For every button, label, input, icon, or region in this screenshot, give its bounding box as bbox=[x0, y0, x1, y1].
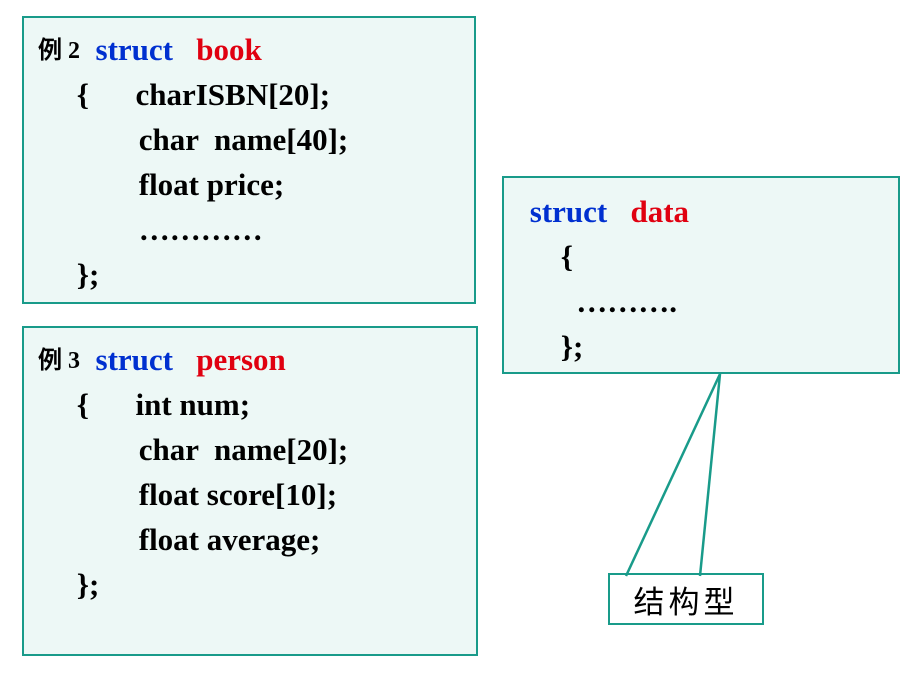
typename: person bbox=[196, 342, 286, 377]
code-line: float average; bbox=[38, 518, 462, 563]
code-box-data: struct data { ………. }; bbox=[502, 176, 900, 374]
code-line: { int num; bbox=[38, 383, 462, 428]
keyword-struct: struct bbox=[530, 194, 607, 229]
typename: book bbox=[196, 32, 261, 67]
keyword-struct: struct bbox=[96, 342, 173, 377]
code-line: char name[20]; bbox=[38, 428, 462, 473]
example-label: 例 2 bbox=[38, 38, 80, 64]
code-line: float score[10]; bbox=[38, 473, 462, 518]
callout-label: 结构型 bbox=[634, 577, 739, 622]
typename: data bbox=[630, 194, 689, 229]
code-line: 例 2 struct book bbox=[38, 28, 460, 73]
code-line: { bbox=[522, 235, 880, 280]
callout-arrow-line bbox=[626, 374, 720, 576]
callout-box: 结构型 bbox=[608, 573, 764, 625]
code-box-book: 例 2 struct book { charISBN[20]; char nam… bbox=[22, 16, 476, 304]
code-line: 例 3 struct person bbox=[38, 338, 462, 383]
code-box-person: 例 3 struct person { int num; char name[2… bbox=[22, 326, 478, 656]
code-line: }; bbox=[38, 253, 460, 298]
code-line: ………. bbox=[522, 280, 880, 325]
code-line: ………… bbox=[38, 208, 460, 253]
code-line: float price; bbox=[38, 163, 460, 208]
keyword-struct: struct bbox=[96, 32, 173, 67]
code-line: }; bbox=[522, 325, 880, 370]
code-line: struct data bbox=[522, 190, 880, 235]
code-line: }; bbox=[38, 563, 462, 608]
callout-arrow-line bbox=[700, 374, 720, 576]
code-line: { charISBN[20]; bbox=[38, 73, 460, 118]
code-line: char name[40]; bbox=[38, 118, 460, 163]
example-label: 例 3 bbox=[38, 348, 80, 374]
